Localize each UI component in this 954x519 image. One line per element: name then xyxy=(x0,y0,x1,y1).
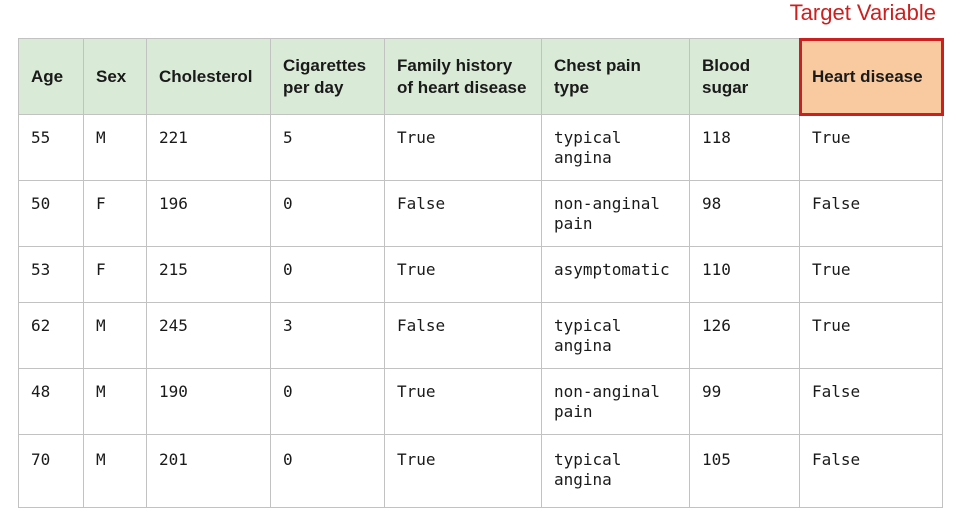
cell-blood-sugar: 110 xyxy=(689,246,800,303)
cell-sex: F xyxy=(83,246,147,303)
cell-cigarettes: 5 xyxy=(270,114,385,181)
header-cigarettes: Cigarettes per day xyxy=(270,38,385,115)
cell-heart-disease: True xyxy=(799,246,943,303)
header-cholesterol: Cholesterol xyxy=(146,38,271,115)
cell-blood-sugar: 126 xyxy=(689,302,800,369)
cell-cigarettes: 0 xyxy=(270,246,385,303)
cell-cigarettes: 3 xyxy=(270,302,385,369)
cell-heart-disease: False xyxy=(799,180,943,247)
table-row: 70 M 201 0 True typical angina 105 False xyxy=(18,434,943,508)
cell-family-history: False xyxy=(384,302,542,369)
table-row: 50 F 196 0 False non-anginal pain 98 Fal… xyxy=(18,180,943,247)
cell-sex: M xyxy=(83,114,147,181)
cell-cigarettes: 0 xyxy=(270,368,385,435)
table-row: 48 M 190 0 True non-anginal pain 99 Fals… xyxy=(18,368,943,435)
cell-age: 62 xyxy=(18,302,84,369)
cell-cholesterol: 215 xyxy=(146,246,271,303)
cell-age: 48 xyxy=(18,368,84,435)
cell-cholesterol: 190 xyxy=(146,368,271,435)
cell-chest-pain: non-anginal pain xyxy=(541,180,690,247)
cell-family-history: True xyxy=(384,114,542,181)
cell-heart-disease: True xyxy=(799,114,943,181)
cell-heart-disease: True xyxy=(799,302,943,369)
cell-sex: M xyxy=(83,434,147,508)
cell-family-history: True xyxy=(384,246,542,303)
table-row: 62 M 245 3 False typical angina 126 True xyxy=(18,302,943,369)
cell-chest-pain: typical angina xyxy=(541,114,690,181)
cell-cholesterol: 201 xyxy=(146,434,271,508)
cell-cholesterol: 221 xyxy=(146,114,271,181)
cell-heart-disease: False xyxy=(799,368,943,435)
cell-age: 70 xyxy=(18,434,84,508)
header-sex: Sex xyxy=(83,38,147,115)
cell-blood-sugar: 98 xyxy=(689,180,800,247)
header-chest-pain: Chest pain type xyxy=(541,38,690,115)
cell-sex: F xyxy=(83,180,147,247)
cell-blood-sugar: 99 xyxy=(689,368,800,435)
header-age: Age xyxy=(18,38,84,115)
header-blood-sugar: Blood sugar xyxy=(689,38,800,115)
cell-cholesterol: 196 xyxy=(146,180,271,247)
header-family-history: Family history of heart disease xyxy=(384,38,542,115)
heart-disease-table: Age Sex Cholesterol Cigarettes per day F… xyxy=(18,37,944,508)
cell-family-history: True xyxy=(384,368,542,435)
cell-blood-sugar: 118 xyxy=(689,114,800,181)
cell-chest-pain: typical angina xyxy=(541,302,690,369)
cell-chest-pain: asymptomatic xyxy=(541,246,690,303)
cell-family-history: False xyxy=(384,180,542,247)
cell-chest-pain: non-anginal pain xyxy=(541,368,690,435)
cell-cholesterol: 245 xyxy=(146,302,271,369)
cell-age: 53 xyxy=(18,246,84,303)
target-variable-label: Target Variable xyxy=(789,0,936,25)
cell-age: 55 xyxy=(18,114,84,181)
table-row: 55 M 221 5 True typical angina 118 True xyxy=(18,114,943,181)
cell-chest-pain: typical angina xyxy=(541,434,690,508)
header-row: Age Sex Cholesterol Cigarettes per day F… xyxy=(18,37,944,116)
header-heart-disease: Heart disease xyxy=(798,37,944,116)
cell-cigarettes: 0 xyxy=(270,434,385,508)
cell-heart-disease: False xyxy=(799,434,943,508)
cell-blood-sugar: 105 xyxy=(689,434,800,508)
cell-family-history: True xyxy=(384,434,542,508)
cell-age: 50 xyxy=(18,180,84,247)
cell-sex: M xyxy=(83,368,147,435)
table-row: 53 F 215 0 True asymptomatic 110 True xyxy=(18,246,943,303)
cell-sex: M xyxy=(83,302,147,369)
cell-cigarettes: 0 xyxy=(270,180,385,247)
